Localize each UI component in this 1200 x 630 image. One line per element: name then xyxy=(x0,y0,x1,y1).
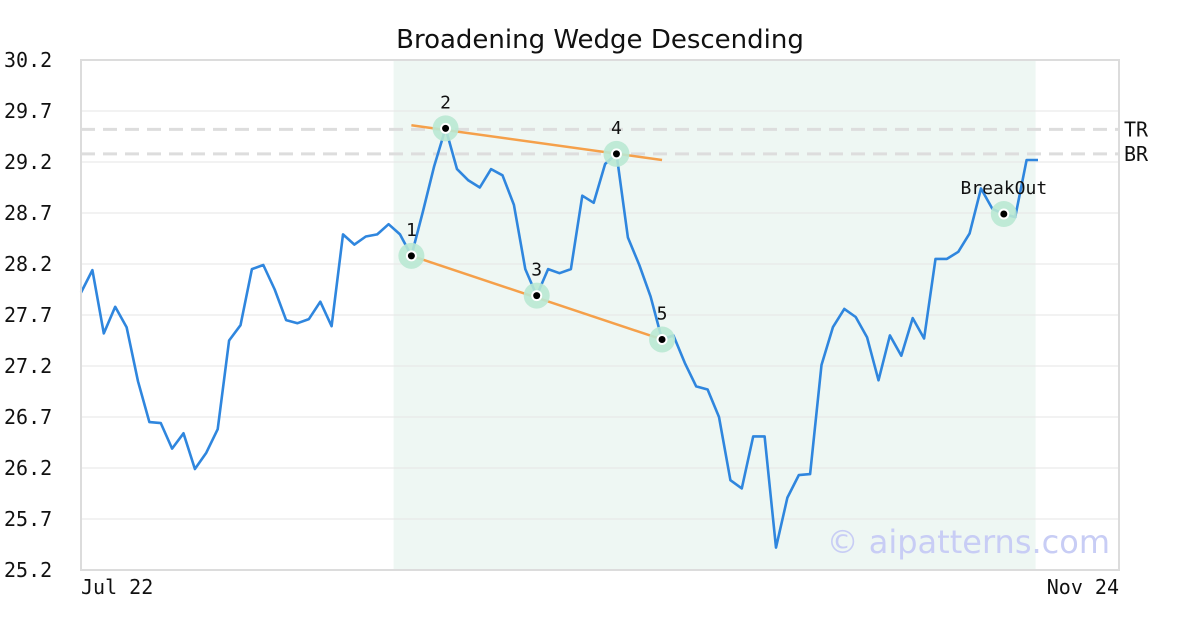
grid xyxy=(81,110,1119,520)
y-tick-label: 25.7 xyxy=(4,507,52,531)
x-axis: Jul 22 Nov 24 xyxy=(81,575,1119,599)
level-label: BR xyxy=(1124,142,1149,166)
point-marker xyxy=(533,292,541,300)
y-tick-label: 26.2 xyxy=(4,456,52,480)
y-tick-label: 29.2 xyxy=(4,150,52,174)
point-marker xyxy=(442,124,450,132)
y-axis: 30.2 29.7 29.2 28.7 28.2 27.7 27.2 26.7 26.2 25.7… xyxy=(4,48,52,582)
chart-title: Broadening Wedge Descending xyxy=(396,25,804,55)
level-label: TR xyxy=(1124,117,1149,141)
plot-frame xyxy=(80,59,1120,571)
y-tick-label: 30.2 xyxy=(4,48,52,72)
y-tick-label: 26.7 xyxy=(4,405,52,429)
x-tick-label: Jul 22 xyxy=(81,575,153,599)
y-tick-label: 28.2 xyxy=(4,252,52,276)
y-tick-label: 27.7 xyxy=(4,303,52,327)
point-label: 5 xyxy=(657,303,668,324)
point-label: BreakOut xyxy=(960,178,1047,199)
price-series xyxy=(79,127,1038,549)
point-label: 4 xyxy=(611,118,622,139)
point-marker xyxy=(612,150,620,158)
watermark: © aipatterns.com xyxy=(827,523,1110,561)
y-tick-label: 29.7 xyxy=(4,99,52,123)
y-tick-label: 28.7 xyxy=(4,201,52,225)
y-tick-label: 25.2 xyxy=(4,558,52,582)
point-marker xyxy=(407,252,415,260)
point-marker xyxy=(1000,210,1008,218)
point-label: 2 xyxy=(440,92,451,113)
point-marker xyxy=(658,335,666,343)
y-tick-label: 27.2 xyxy=(4,354,52,378)
series-line xyxy=(79,127,1038,549)
point-label: 1 xyxy=(406,220,417,241)
x-tick-label: Nov 24 xyxy=(1047,575,1119,599)
point-label: 3 xyxy=(531,260,542,281)
pattern-points: 1 2 3 4 5 BreakOut xyxy=(398,92,1047,353)
